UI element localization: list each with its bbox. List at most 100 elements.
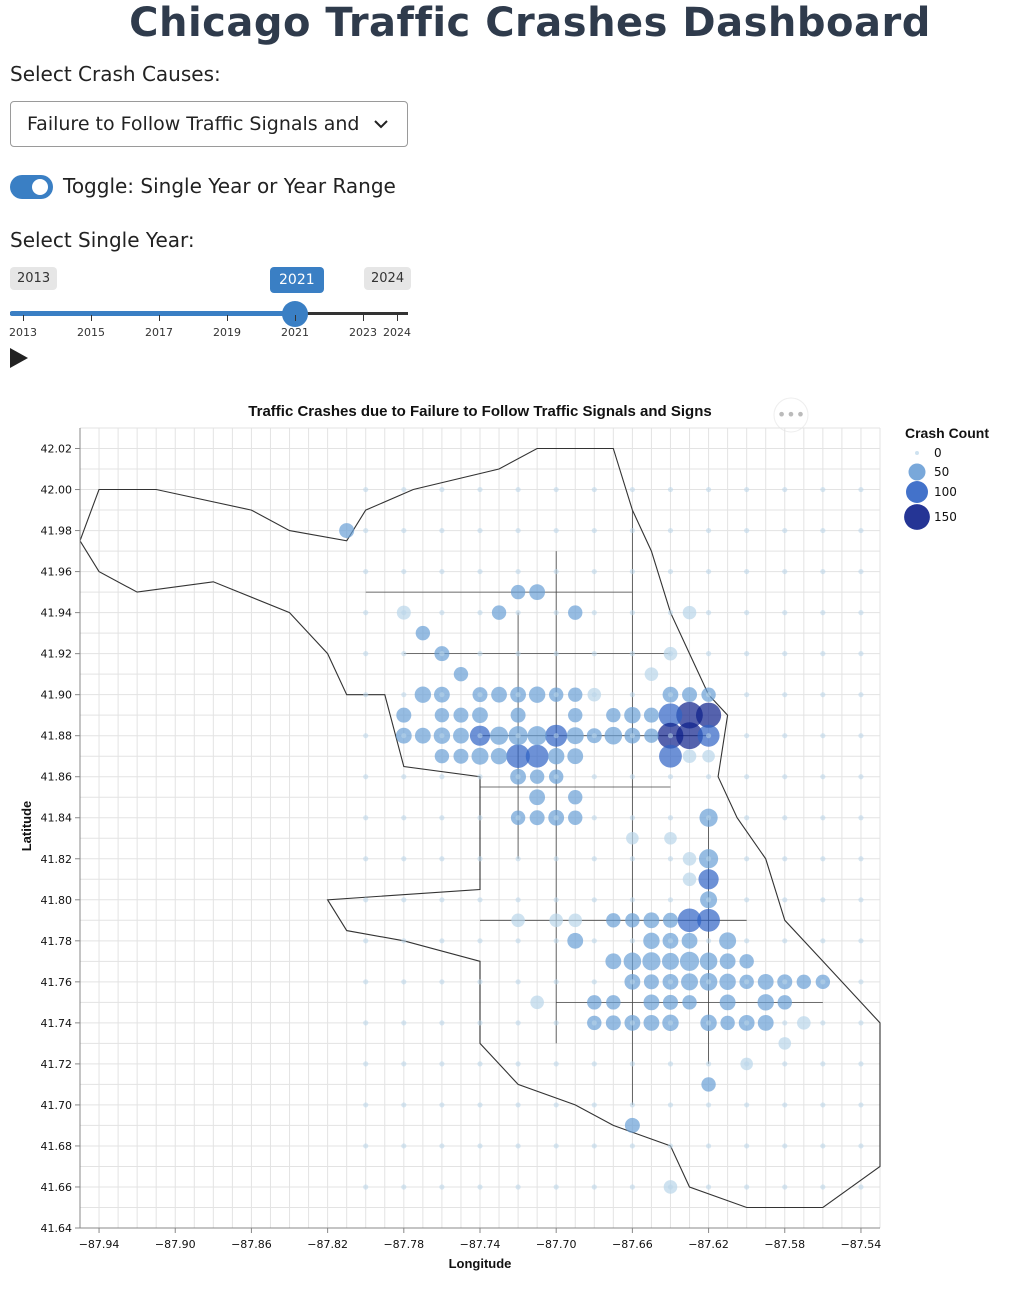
crash-point bbox=[702, 749, 715, 763]
crash-point bbox=[629, 774, 635, 780]
crash-point bbox=[744, 610, 750, 616]
crash-point bbox=[782, 1184, 788, 1190]
year-tick-label: 2019 bbox=[213, 326, 241, 339]
crash-point bbox=[401, 938, 407, 944]
crash-point bbox=[664, 831, 677, 845]
crash-point bbox=[477, 651, 483, 657]
crash-point bbox=[553, 897, 559, 903]
crash-point bbox=[625, 913, 640, 928]
crash-point bbox=[515, 1020, 521, 1026]
crash-point bbox=[629, 1184, 635, 1190]
x-tick-label: −87.62 bbox=[688, 1238, 729, 1251]
crash-point bbox=[477, 610, 483, 616]
crash-point bbox=[667, 1102, 674, 1108]
crash-point bbox=[667, 856, 674, 862]
crash-point bbox=[591, 568, 597, 575]
crash-point bbox=[553, 774, 559, 780]
crash-point bbox=[705, 610, 712, 616]
crash-point bbox=[530, 995, 544, 1010]
crash-point bbox=[820, 938, 826, 944]
year-slider-fill bbox=[10, 311, 295, 316]
crash-point bbox=[510, 707, 526, 723]
crash-point bbox=[604, 726, 623, 745]
chart-actions-button[interactable] bbox=[773, 397, 809, 433]
crash-point bbox=[439, 815, 445, 821]
crash-point bbox=[679, 951, 700, 971]
y-tick-label: 41.98 bbox=[41, 525, 73, 538]
crash-point bbox=[553, 1102, 559, 1108]
crash-point bbox=[667, 486, 674, 493]
crash-point bbox=[797, 1016, 811, 1030]
year-slider-handle[interactable] bbox=[282, 301, 308, 327]
crash-point bbox=[629, 692, 635, 698]
crash-point bbox=[439, 1061, 445, 1067]
crash-point bbox=[525, 744, 549, 768]
crash-point bbox=[477, 1102, 483, 1108]
crash-point bbox=[553, 651, 559, 657]
crash-point bbox=[553, 1020, 559, 1026]
year-selected-badge: 2021 bbox=[270, 267, 324, 293]
y-tick-label: 41.86 bbox=[41, 771, 73, 784]
crash-point bbox=[439, 1143, 445, 1149]
crash-point bbox=[667, 610, 674, 616]
crash-point bbox=[567, 748, 584, 765]
crash-point bbox=[858, 979, 864, 985]
crash-point bbox=[782, 1143, 788, 1149]
crash-point bbox=[439, 774, 445, 780]
crash-point bbox=[439, 527, 445, 534]
crash-point bbox=[629, 527, 635, 534]
legend-symbol bbox=[904, 504, 930, 530]
year-label: Select Single Year: bbox=[10, 228, 195, 252]
crash-point bbox=[667, 979, 674, 985]
crash-point bbox=[642, 952, 661, 971]
cause-select[interactable]: Failure to Follow Traffic Signals and Si… bbox=[10, 101, 408, 147]
crash-point bbox=[568, 913, 583, 928]
crash-point bbox=[858, 897, 864, 903]
crash-point bbox=[591, 733, 597, 739]
crash-point bbox=[511, 913, 525, 928]
crash-point bbox=[401, 774, 407, 780]
crash-point bbox=[643, 912, 660, 929]
crash-point bbox=[515, 856, 521, 862]
crash-point bbox=[439, 856, 445, 862]
play-icon[interactable] bbox=[10, 348, 28, 368]
crash-point bbox=[820, 1184, 826, 1190]
crash-point bbox=[820, 1020, 826, 1026]
crash-point bbox=[744, 733, 750, 739]
crash-point bbox=[591, 651, 597, 657]
crash-point bbox=[858, 568, 864, 575]
y-tick-label: 41.70 bbox=[41, 1099, 73, 1112]
crash-point bbox=[591, 774, 597, 780]
city-outline bbox=[79, 447, 881, 1209]
crash-point bbox=[605, 1015, 621, 1031]
crash-points bbox=[339, 486, 864, 1194]
crash-point bbox=[682, 851, 697, 866]
crash-point bbox=[744, 897, 750, 903]
crash-point bbox=[667, 897, 674, 903]
crash-point bbox=[719, 953, 736, 970]
year-mode-toggle[interactable] bbox=[10, 175, 53, 199]
legend-label: 50 bbox=[934, 465, 949, 479]
crash-point bbox=[568, 810, 583, 825]
crash-point bbox=[777, 995, 792, 1010]
crash-point bbox=[515, 897, 521, 903]
crash-point bbox=[553, 568, 559, 575]
year-min-badge: 2013 bbox=[10, 267, 58, 290]
crash-point bbox=[363, 979, 369, 985]
crash-point bbox=[553, 979, 559, 985]
crash-point bbox=[439, 486, 445, 493]
crash-point bbox=[515, 527, 521, 534]
crash-point bbox=[782, 527, 788, 534]
year-tick-mark bbox=[227, 315, 228, 321]
legend-label: 0 bbox=[934, 446, 942, 460]
crash-point bbox=[757, 994, 774, 1011]
toggle-label: Toggle: Single Year or Year Range bbox=[63, 174, 396, 198]
crash-point bbox=[477, 733, 483, 739]
crash-point bbox=[820, 568, 826, 575]
crash-point bbox=[782, 651, 788, 657]
crash-point bbox=[553, 1061, 559, 1067]
crash-point bbox=[439, 1102, 445, 1108]
y-tick-label: 41.82 bbox=[41, 853, 73, 866]
crash-point bbox=[477, 1061, 483, 1067]
crash-point bbox=[567, 932, 584, 949]
